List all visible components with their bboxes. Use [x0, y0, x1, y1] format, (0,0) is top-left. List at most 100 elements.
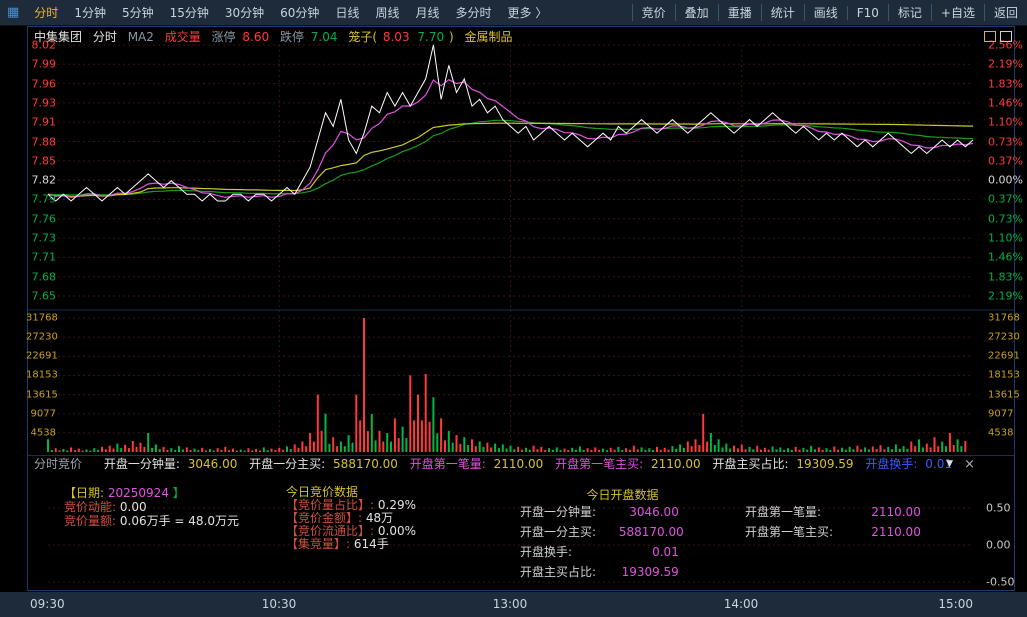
open-first-buy-row-value: 2110.00: [871, 525, 921, 539]
bid-float-ratio-label: 【竞价流通比】:: [286, 524, 375, 538]
cage-label: 笼子(: [348, 30, 378, 44]
percent-axis-label: 2.19%: [988, 289, 1023, 303]
price-axis-label: 7.82: [31, 173, 57, 187]
bid-amount-value: 0.06万手 = 48.0万元: [119, 514, 239, 528]
cage-close-paren: ): [448, 30, 454, 44]
button-back[interactable]: 返回: [983, 4, 1027, 21]
price-axis-label: 7.99: [31, 57, 57, 71]
button-f10[interactable]: F10: [846, 5, 888, 20]
button-stats[interactable]: 统计: [760, 4, 804, 21]
open-first-buy-label: 开盘第一笔主买:: [555, 457, 644, 471]
price-axis-label: 7.73: [31, 231, 57, 245]
bid-float-ratio-value: 0.00%: [377, 524, 416, 538]
chart-header: 中集集团 分时 MA2 成交量 涨停 8.60 跌停 7.04 笼子( 8.03…: [34, 30, 519, 44]
button-mark[interactable]: 标记: [887, 4, 931, 21]
tab-timeshare[interactable]: 分时: [34, 6, 59, 20]
time-label-1400: 14:00: [723, 597, 759, 611]
percent-axis-label: 1.10%: [988, 115, 1023, 129]
panel-axis-label-0: 0.50: [986, 501, 1011, 515]
bid-volume-ratio-value: 0.29%: [377, 498, 416, 512]
tab-weekly[interactable]: 周线: [375, 6, 400, 20]
percent-axis-label: 0.00%: [988, 173, 1023, 187]
price-axis-label: 7.93: [31, 96, 57, 110]
volume-axis-label-left: 31768: [26, 312, 58, 324]
price-axis-label: 7.71: [31, 250, 57, 264]
open-1min-volume-label: 开盘一分钟量:: [103, 457, 180, 471]
price-axis-label: 7.96: [31, 77, 57, 91]
price-axis-label: 7.68: [31, 270, 57, 284]
open-first-buy-row-label: 开盘第一笔主买:: [745, 525, 834, 539]
open-turnover-row-label: 开盘换手:: [520, 545, 573, 559]
close-indicator-icon[interactable]: ×: [964, 457, 975, 472]
percent-axis-label: 1.46%: [988, 250, 1023, 264]
today-open-title: 今日开盘数据: [586, 488, 659, 502]
open-1min-buy-value: 588170.00: [333, 457, 398, 471]
button-overlay[interactable]: 叠加: [674, 4, 718, 21]
open-1min-buy-row-value: 588170.00: [618, 525, 684, 539]
price-axis-label: 7.65: [31, 289, 57, 303]
open-buy-ratio-label: 开盘主买占比:: [712, 457, 789, 471]
maximize-pane-icon[interactable]: [1000, 31, 1012, 42]
volume-axis-label-left: 27230: [26, 331, 58, 343]
time-label-1500: 15:00: [938, 597, 973, 611]
tab-1min[interactable]: 1分钟: [74, 6, 106, 20]
industry-label: 金属制品: [464, 30, 513, 44]
price-axis-label: 7.91: [31, 115, 57, 129]
button-draw-line[interactable]: 画线: [803, 4, 847, 21]
price-axis-label: 7.76: [31, 212, 57, 226]
time-axis: 09:30 10:30 13:00 14:00 15:00: [0, 592, 1027, 617]
price-axis-label: 7.79: [31, 192, 57, 206]
open-1min-volume-row-label: 开盘一分钟量:: [520, 505, 597, 519]
volume-axis-label-right: 9077: [988, 408, 1014, 420]
time-label-1300: 13:00: [492, 597, 528, 611]
today-bidding-group: 今日竞价数据 【竞价量占比】: 0.29% 【竞价金额】: 48万 【竞价流通比…: [286, 486, 416, 551]
open-turnover-row-value: 0.01: [652, 545, 679, 559]
today-open-col2: 开盘第一笔量: 2110.00 开盘第一笔主买: 2110.00: [745, 502, 921, 542]
button-add-watchlist[interactable]: +自选: [930, 4, 984, 21]
volume-axis-label-right: 27230: [988, 331, 1020, 343]
open-first-lot-row-label: 开盘第一笔量:: [745, 505, 822, 519]
volume-axis-label-left: 18153: [26, 369, 58, 381]
today-bidding-title: 今日竞价数据: [286, 485, 359, 499]
open-1min-buy-label: 开盘一分主买:: [249, 457, 326, 471]
open-buy-ratio-value: 19309.59: [796, 457, 854, 471]
tab-15min[interactable]: 15分钟: [169, 6, 209, 20]
cage-high-value: 8.03: [382, 30, 410, 44]
limit-up-value: 8.60: [242, 30, 270, 44]
tab-more[interactable]: 更多 〉: [507, 6, 548, 20]
tab-monthly[interactable]: 月线: [415, 6, 440, 20]
open-1min-volume-value: 3046.00: [187, 457, 238, 471]
percent-axis-label: 0.73%: [988, 135, 1023, 149]
button-replay[interactable]: 重播: [717, 4, 761, 21]
tab-daily[interactable]: 日线: [335, 6, 360, 20]
button-bidding[interactable]: 竞价: [631, 4, 675, 21]
open-first-lot-value: 2110.00: [493, 457, 544, 471]
split-window-icon[interactable]: [984, 31, 996, 42]
tab-multi-timeshare[interactable]: 多分时: [455, 6, 492, 20]
date-value: 20250924: [107, 486, 169, 500]
bid-momentum-value: 0.00: [119, 500, 147, 514]
open-buy-ratio-row-label: 开盘主买占比:: [520, 565, 597, 579]
tab-30min[interactable]: 30分钟: [224, 6, 265, 20]
percent-axis-label: 0.37%: [988, 154, 1023, 168]
limit-down-value: 7.04: [310, 30, 338, 44]
limit-up-label: 涨停: [211, 30, 236, 44]
cage-low-value: 7.70: [417, 30, 445, 44]
collapse-indicator-icon[interactable]: ▼: [946, 459, 953, 469]
tab-60min[interactable]: 60分钟: [280, 6, 320, 20]
percent-axis-label: 2.19%: [988, 57, 1023, 71]
tab-5min[interactable]: 5分钟: [121, 6, 154, 20]
volume-axis-label-left: 13615: [26, 389, 58, 401]
indicator-title: 分时竞价: [34, 457, 83, 471]
open-turnover-value: 0.01: [925, 457, 952, 471]
call-auction-volume-value: 614手: [353, 537, 389, 551]
percent-axis-label: 1.83%: [988, 270, 1023, 284]
volume-axis-label-left: 9077: [30, 408, 56, 420]
app-menu-icon[interactable]: ▦: [7, 5, 20, 20]
open-buy-ratio-row-value: 19309.59: [621, 565, 679, 579]
percent-axis-label: 0.37%: [988, 192, 1023, 206]
open-1min-buy-row-label: 开盘一分主买:: [520, 525, 597, 539]
open-turnover-label: 开盘换手:: [865, 457, 918, 471]
